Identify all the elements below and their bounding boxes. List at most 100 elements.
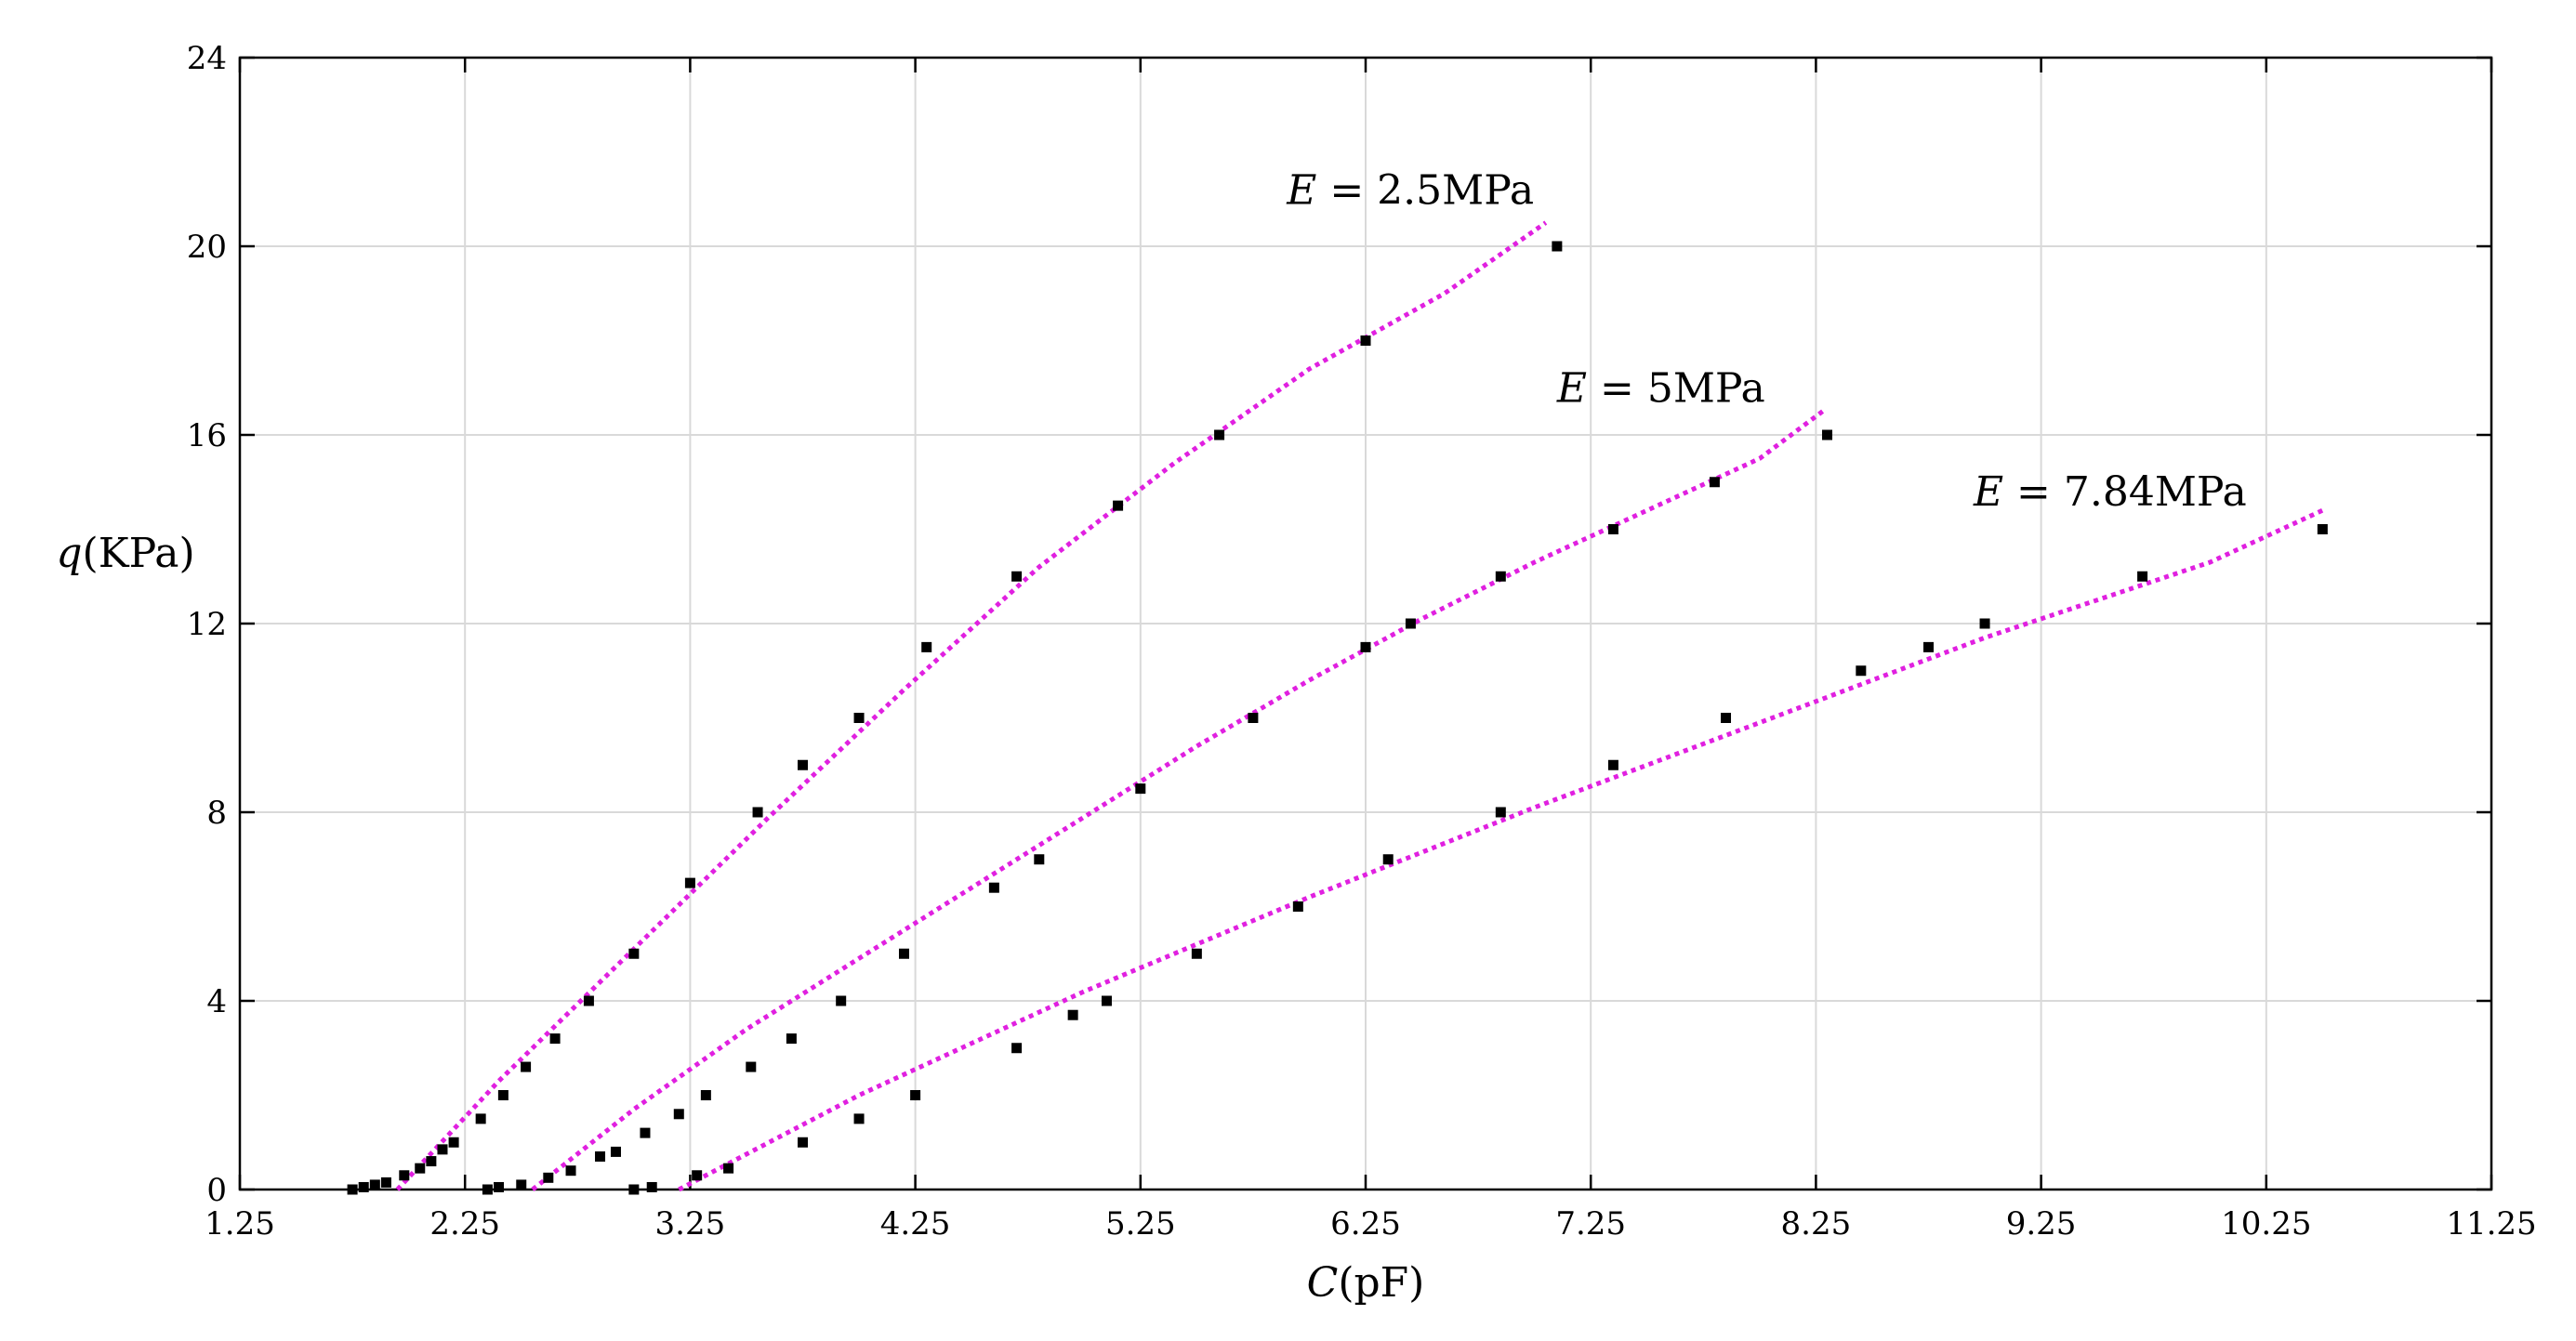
data-point-series-3 [1101,995,1112,1006]
data-point-series-2 [565,1165,576,1177]
data-point-series-3 [1495,807,1506,818]
data-point-series-3 [1292,901,1303,912]
series-label-variable: E [1556,364,1587,412]
data-point-series-2 [1709,477,1720,488]
data-point-series-2 [1248,713,1259,723]
data-point-series-3 [646,1181,657,1192]
x-tick-label: 1.25 [205,1205,275,1242]
series-label-variable: E [1286,166,1316,214]
data-point-series-2 [746,1061,757,1072]
data-point-series-1 [437,1144,448,1155]
x-axis-title: C(pF) [1307,1259,1425,1307]
x-tick-label: 8.25 [1781,1205,1852,1242]
data-point-series-1 [684,877,695,888]
data-point-series-2 [516,1179,527,1190]
data-point-series-1 [628,948,640,959]
x-tick-label: 5.25 [1105,1205,1176,1242]
data-point-series-1 [798,759,808,770]
data-point-series-1 [347,1184,358,1195]
data-point-series-3 [1856,665,1867,677]
data-point-series-1 [475,1113,486,1124]
data-point-series-2 [610,1146,621,1157]
data-point-series-1 [497,1090,509,1100]
data-point-series-3 [910,1090,921,1100]
data-point-series-3 [1721,713,1732,723]
y-tick-label: 0 [206,1172,227,1209]
data-points [347,241,2328,1195]
series-label-variable: E [1973,468,2003,516]
data-point-series-3 [1923,641,1934,652]
data-point-series-1 [1011,571,1023,582]
y-tick-label: 20 [187,229,227,266]
y-tick-label: 4 [206,983,227,1020]
x-tick-label: 10.25 [2221,1205,2311,1242]
x-axis-variable: C [1307,1259,1339,1307]
data-point-series-2 [988,882,999,893]
data-point-series-2 [673,1109,684,1120]
data-point-series-1 [380,1177,391,1188]
grid [240,58,2491,1190]
data-point-series-3 [723,1163,734,1174]
data-point-series-1 [358,1181,369,1192]
data-point-series-3 [798,1137,808,1148]
y-axis-variable: q [56,530,82,577]
data-point-series-2 [595,1150,606,1162]
y-tick-label: 12 [187,606,227,643]
x-axis-unit: (pF) [1338,1259,1424,1307]
data-point-series-3 [1191,948,1202,959]
x-tick-label: 9.25 [2006,1205,2077,1242]
data-point-series-1 [549,1033,561,1045]
x-tick-label: 3.25 [655,1205,726,1242]
data-point-series-2 [640,1127,651,1138]
data-point-series-2 [1135,783,1146,795]
data-point-series-1 [521,1061,532,1072]
fit-lines [395,220,2324,1192]
data-point-series-2 [1405,618,1416,629]
data-point-series-1 [426,1156,437,1167]
fit-line-series-3 [678,507,2324,1192]
data-point-series-2 [1495,571,1506,582]
x-tick-label: 11.25 [2446,1205,2536,1242]
series-label-1: E = 2.5MPa [1286,166,1534,214]
data-point-series-2 [700,1090,711,1100]
data-point-series-1 [583,995,594,1006]
data-point-series-2 [1034,854,1045,865]
data-point-series-3 [692,1170,703,1181]
y-axis-title: q(KPa) [56,530,194,577]
series-label-value: = 5MPa [1587,364,1765,412]
data-point-series-2 [898,948,909,959]
x-tick-label: 7.25 [1555,1205,1626,1242]
data-point-series-2 [1360,641,1371,652]
data-point-series-1 [415,1163,426,1174]
data-point-series-1 [1360,335,1371,346]
x-tick-label: 4.25 [880,1205,951,1242]
series-label-2: E = 5MPa [1556,364,1765,412]
data-point-series-1 [399,1170,410,1181]
data-point-series-1 [448,1137,459,1148]
data-point-series-2 [786,1033,797,1045]
data-point-series-2 [543,1172,554,1183]
series-label-value: = 2.5MPa [1316,166,1534,214]
data-point-series-2 [494,1181,505,1192]
y-tick-label: 24 [187,40,227,77]
data-point-series-2 [836,995,847,1006]
y-tick-label: 16 [187,417,227,454]
data-point-series-1 [853,713,865,723]
data-point-series-3 [2317,524,2328,534]
y-axis-unit: (KPa) [83,530,195,577]
data-point-series-2 [1607,524,1618,534]
data-point-series-3 [1011,1043,1023,1054]
data-point-series-3 [628,1184,640,1195]
data-point-series-3 [853,1113,865,1124]
data-point-series-3 [1607,759,1618,770]
data-point-series-1 [752,807,763,818]
series-label-3: E = 7.84MPa [1973,468,2247,516]
data-point-series-1 [369,1179,380,1190]
data-point-series-3 [1979,618,1990,629]
data-point-series-3 [2137,571,2148,582]
series-label-value: = 7.84MPa [2003,468,2247,516]
x-tick-label: 6.25 [1330,1205,1401,1242]
axis-ticks: 1.25 2.25 3.25 4.25 5.25 6.25 7.25 8.25 9.25 10.2… [187,40,2537,1242]
